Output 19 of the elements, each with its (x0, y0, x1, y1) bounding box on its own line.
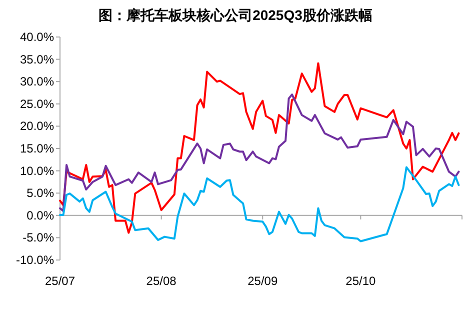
y-tick-label: 30.0% (20, 74, 54, 89)
x-tick-label: 25/10 (346, 274, 376, 288)
y-tick-label: 0.0% (26, 208, 54, 222)
y-tick-label: -5.0% (22, 230, 54, 245)
y-tick-label: 35.0% (20, 52, 54, 66)
y-tick-label: -10.0% (16, 253, 54, 267)
chart-title: 图：摩托车板块核心公司2025Q3股价涨跌幅 (98, 7, 372, 23)
x-tick-label: 25/07 (44, 274, 76, 288)
x-tick-label: 25/09 (248, 274, 278, 288)
x-tick-label: 25/08 (146, 274, 177, 288)
y-tick-label: 40.0% (20, 30, 54, 44)
y-tick-label: 20.0% (20, 119, 54, 134)
line-series (59, 94, 460, 212)
y-tick-label: 5.0% (26, 186, 54, 200)
line-series (59, 62, 460, 234)
y-tick-label: 15.0% (20, 142, 54, 156)
y-tick-label: 25.0% (20, 96, 54, 111)
y-tick-label: 10.0% (20, 164, 54, 178)
line-series (59, 166, 460, 242)
